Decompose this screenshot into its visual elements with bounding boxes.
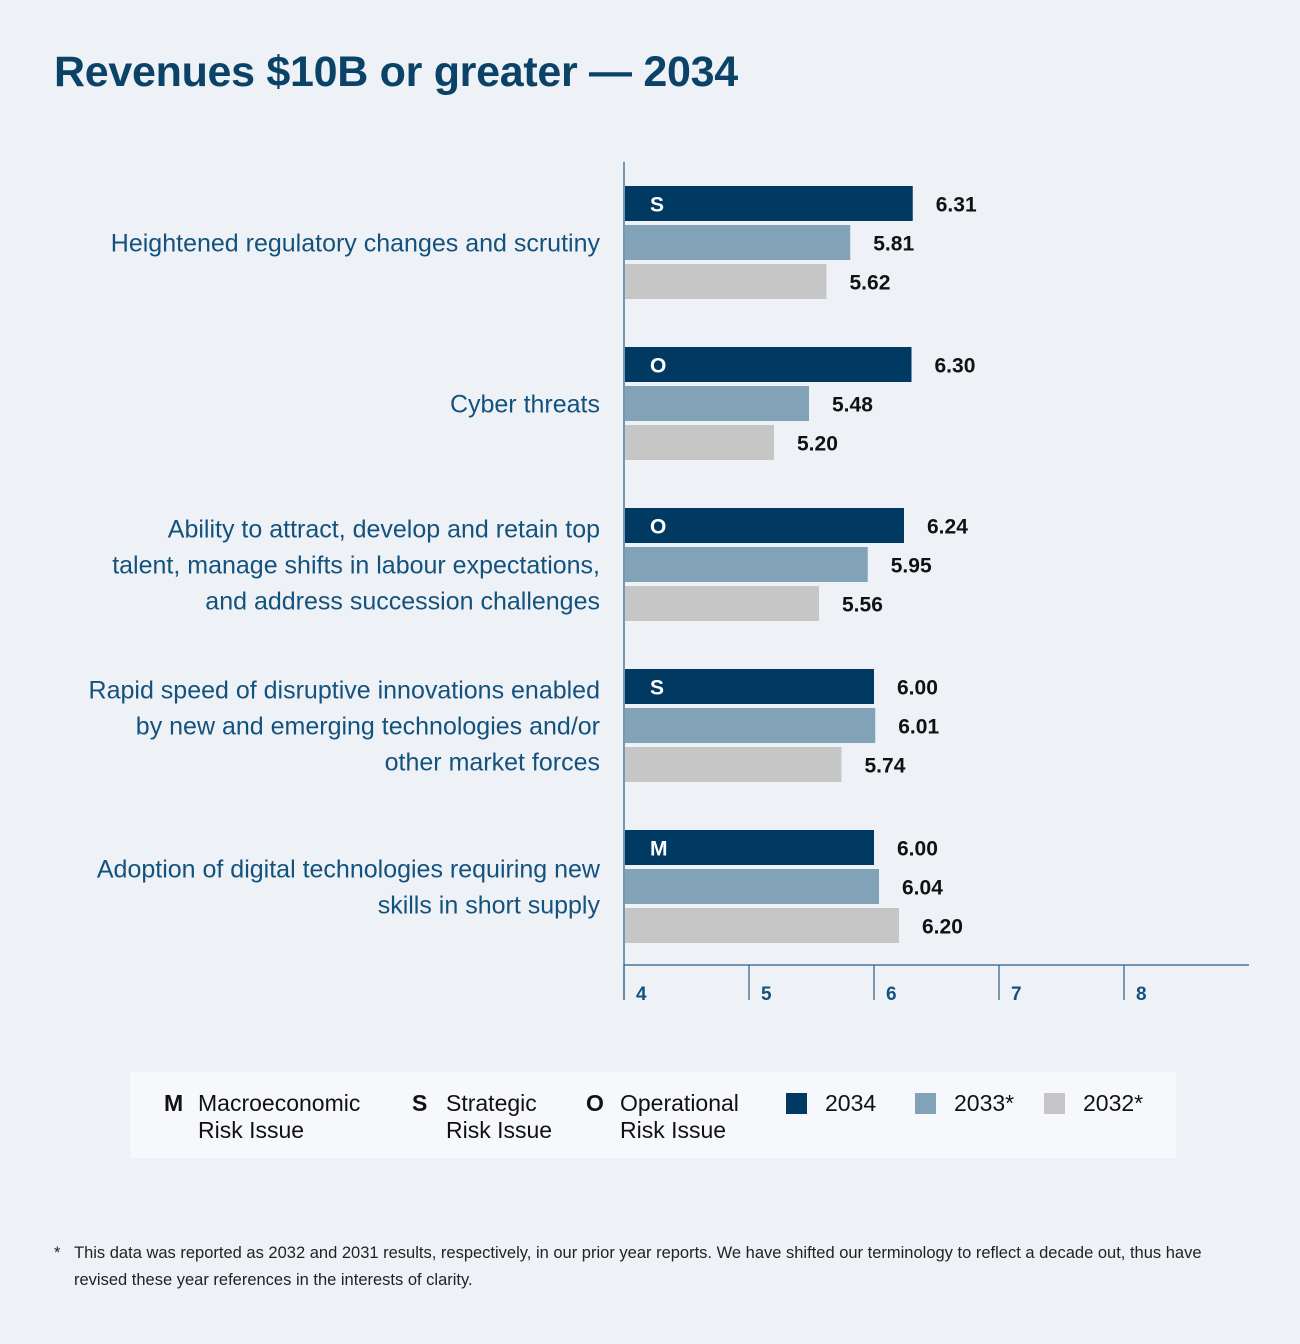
legend-swatch-2034	[786, 1093, 807, 1114]
bar-4-series-2	[625, 908, 899, 943]
value-label-1-series-0: 6.30	[935, 355, 976, 378]
legend-text-operational-line1: Operational	[620, 1090, 739, 1116]
value-label-2-series-2: 5.56	[842, 594, 883, 617]
risk-type-label-3: S	[650, 677, 664, 700]
risk-type-label-0: S	[650, 194, 664, 217]
bar-0-series-1	[625, 225, 851, 260]
legend-text-operational-line2: Risk Issue	[620, 1117, 727, 1143]
bar-chart: 4 5 6 7 8 Heightened regulatory changes and s…	[89, 162, 1249, 1005]
legend-item-macroeconomic: M Macroeconomic Risk Issue	[164, 1090, 360, 1144]
category-label-3-line-2: other market forces	[385, 749, 600, 777]
bar-4-series-1	[625, 869, 879, 904]
legend-item-2034: 2034	[786, 1090, 876, 1117]
risk-type-label-1: O	[650, 355, 666, 378]
value-label-1-series-2: 5.20	[797, 433, 838, 456]
legend-letter-s: S	[412, 1090, 428, 1116]
page-title: Revenues $10B or greater — 2034	[54, 48, 738, 96]
bar-1-series-0	[625, 347, 912, 382]
value-label-0-series-0: 6.31	[936, 194, 977, 217]
bar-1-series-1	[625, 386, 809, 421]
legend-item-2032: 2032*	[1044, 1090, 1143, 1117]
category-label-4-line-1: skills in short supply	[378, 892, 601, 920]
legend-label-2033: 2033*	[954, 1090, 1015, 1116]
x-tick-label-7: 7	[1011, 984, 1022, 1005]
x-tick-label-6: 6	[886, 984, 897, 1005]
value-label-0-series-1: 5.81	[873, 233, 914, 256]
value-label-1-series-1: 5.48	[832, 394, 873, 417]
value-label-4-series-1: 6.04	[902, 877, 943, 900]
bar-4-series-0	[625, 830, 874, 865]
legend-letter-m: M	[164, 1090, 184, 1116]
category-label-0-line-0: Heightened regulatory changes and scruti…	[111, 230, 601, 258]
legend-swatch-2033	[915, 1093, 936, 1114]
bar-3-series-0	[625, 669, 874, 704]
value-label-4-series-0: 6.00	[897, 838, 938, 861]
value-label-0-series-2: 5.62	[850, 272, 891, 295]
legend-label-2034: 2034	[825, 1090, 877, 1116]
value-label-2-series-0: 6.24	[927, 516, 968, 539]
value-label-3-series-1: 6.01	[898, 716, 939, 739]
bar-1-series-2	[625, 425, 774, 460]
legend-text-strategic-line2: Risk Issue	[446, 1117, 553, 1143]
bar-0-series-0	[625, 186, 913, 221]
category-label-2-line-1: talent, manage shifts in labour expectat…	[112, 552, 600, 580]
legend-text-macroeconomic-line1: Macroeconomic	[198, 1090, 361, 1116]
legend-item-operational: O Operational Risk Issue	[586, 1090, 739, 1144]
category-label-4-line-0: Adoption of digital technologies requiri…	[97, 856, 601, 884]
category-label-1-line-0: Cyber threats	[450, 391, 600, 419]
risk-type-label-4: M	[650, 838, 668, 861]
bar-0-series-2	[625, 264, 827, 299]
legend-text-macroeconomic-line2: Risk Issue	[198, 1117, 305, 1143]
bar-2-series-2	[625, 586, 819, 621]
bar-3-series-2	[625, 747, 842, 782]
footnote-text: This data was reported as 2032 and 2031 …	[74, 1244, 1202, 1289]
footnote: * This data was reported as 2032 and 203…	[54, 1240, 1214, 1294]
legend-letter-o: O	[586, 1090, 604, 1116]
value-label-2-series-1: 5.95	[891, 555, 932, 578]
category-label-2-line-0: Ability to attract, develop and retain t…	[168, 516, 600, 544]
category-label-2-line-2: and address succession challenges	[205, 588, 600, 616]
x-tick-label-5: 5	[761, 984, 772, 1005]
value-label-3-series-2: 5.74	[865, 755, 906, 778]
legend: M Macroeconomic Risk Issue S Strategic R…	[130, 1072, 1176, 1158]
legend-swatch-2032	[1044, 1093, 1065, 1114]
x-tick-label-8: 8	[1136, 984, 1147, 1005]
footnote-mark: *	[54, 1244, 61, 1262]
bar-2-series-1	[625, 547, 868, 582]
legend-item-strategic: S Strategic Risk Issue	[412, 1090, 552, 1144]
risk-type-label-2: O	[650, 516, 666, 539]
value-label-4-series-2: 6.20	[922, 916, 963, 939]
legend-text-strategic-line1: Strategic	[446, 1090, 537, 1116]
x-tick-label-4: 4	[636, 984, 647, 1005]
legend-item-2033: 2033*	[915, 1090, 1014, 1117]
value-label-3-series-0: 6.00	[897, 677, 938, 700]
category-label-3-line-1: by new and emerging technologies and/or	[136, 713, 600, 741]
legend-label-2032: 2032*	[1083, 1090, 1144, 1116]
bar-2-series-0	[625, 508, 904, 543]
category-label-3-line-0: Rapid speed of disruptive innovations en…	[89, 677, 600, 705]
bar-3-series-1	[625, 708, 876, 743]
